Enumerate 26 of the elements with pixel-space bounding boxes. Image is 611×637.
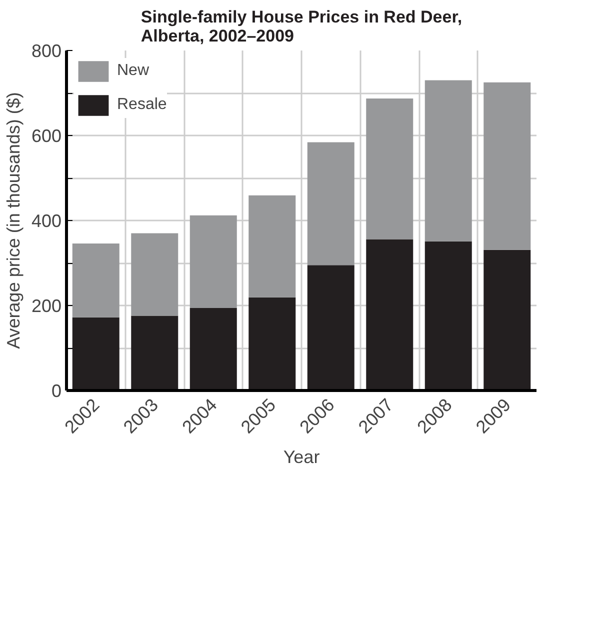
y-tick-label: 200 — [31, 296, 62, 316]
bar — [72, 243, 120, 318]
bar — [248, 297, 296, 390]
y-axis-title: Average price (in thousands) ($) — [3, 92, 24, 349]
bar — [190, 308, 237, 390]
bar — [484, 250, 531, 390]
bar — [131, 316, 178, 390]
y-tick-label: 800 — [31, 41, 62, 61]
bar — [72, 317, 120, 390]
bar — [190, 215, 237, 308]
bar — [424, 241, 472, 390]
chart-title: Single-family House Prices in Red Deer, Alberta, 2002–2009 — [140, 8, 462, 46]
bar — [424, 80, 472, 242]
legend-label: Resale — [117, 96, 167, 114]
bar — [366, 98, 414, 240]
bar — [307, 142, 354, 266]
legend-label: New — [117, 62, 150, 80]
bar — [307, 265, 354, 390]
y-tick-label: 0 — [51, 381, 62, 401]
y-tick-label: 600 — [31, 126, 62, 146]
bar — [484, 82, 531, 250]
bar — [248, 195, 296, 298]
y-tick-label: 400 — [31, 211, 62, 231]
bar — [366, 239, 414, 390]
bar — [131, 233, 178, 316]
x-axis-title: Year — [283, 447, 320, 467]
